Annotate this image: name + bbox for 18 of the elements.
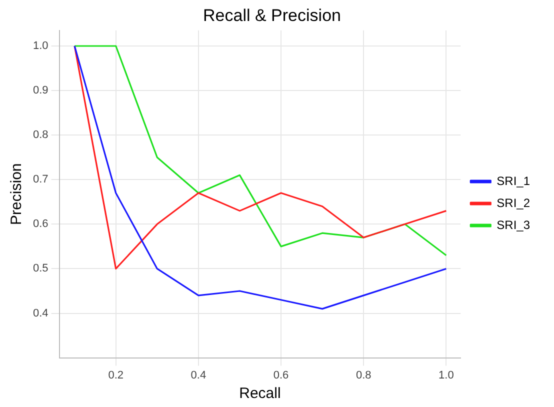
y-tick-label: 0.9 (32, 84, 48, 97)
y-tick-label: 0.4 (32, 307, 48, 320)
x-axis-title: Recall (239, 385, 281, 402)
y-axis-title: Precision (8, 163, 26, 225)
chart-title: Recall & Precision (203, 6, 341, 25)
legend-label: SRI_1 (496, 174, 530, 188)
y-tick-label: 0.6 (32, 218, 48, 230)
y-tick-label: 1.0 (32, 40, 48, 52)
legend-label: SRI_3 (496, 218, 530, 232)
y-tick-label: 0.7 (32, 174, 48, 186)
x-tick-label: 0.8 (356, 369, 372, 382)
y-tick-label: 0.5 (32, 262, 48, 275)
x-tick-label: 0.2 (108, 369, 124, 382)
x-tick-label: 1.0 (438, 369, 454, 382)
y-tick-label: 0.8 (32, 129, 48, 142)
legend-label: SRI_2 (496, 196, 530, 210)
x-tick-label: 0.6 (273, 369, 289, 382)
x-tick-label: 0.4 (190, 369, 206, 382)
